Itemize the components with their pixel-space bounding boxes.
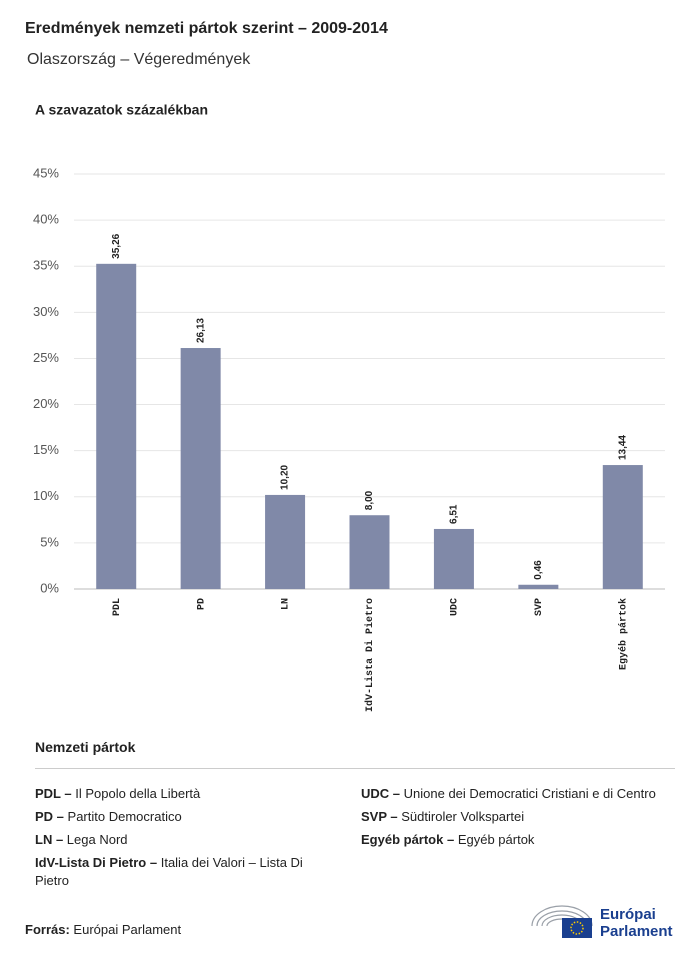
legend-name: Egyéb pártok (457, 832, 535, 847)
source-value: Európai Parlament (73, 922, 182, 937)
x-tick-label: UDC (450, 598, 461, 616)
bar (602, 465, 643, 589)
logo-text: Európai (600, 906, 656, 923)
legend-item: SVP – Südtiroler Volkspartei (361, 808, 691, 826)
legend-item: PD – Partito Democratico (35, 808, 335, 826)
legend-item: UDC – Unione dei Democratici Cristiani e… (361, 785, 691, 803)
x-tick-label: Egyéb pártok (617, 598, 629, 670)
bar (349, 515, 390, 589)
legend-abbr: UDC – (361, 786, 401, 801)
legend-abbr: SVP – (361, 809, 398, 824)
logo-stars (570, 921, 584, 935)
legend-name: Unione dei Democratici Cristiani e di Ce… (403, 786, 656, 801)
source-label: Forrás: (25, 922, 70, 937)
logo-flag (562, 918, 592, 938)
legend-abbr: IdV-Lista Di Pietro – (35, 855, 158, 870)
bar (180, 348, 221, 589)
bar (96, 263, 137, 589)
y-tick-label: 20% (33, 396, 59, 411)
legend-abbr: PD – (35, 809, 64, 824)
value-label: 8,00 (364, 490, 375, 510)
value-label: 13,44 (617, 435, 628, 460)
y-tick-label: 25% (33, 350, 59, 365)
x-tick-label: LN (281, 598, 292, 610)
legend-abbr: PDL – (35, 786, 72, 801)
legend-item: IdV-Lista Di Pietro – Italia dei Valori … (35, 854, 335, 890)
chart: Eredmények nemzeti pártok szerint – 2009… (25, 20, 665, 712)
legend-item: Egyéb pártok – Egyéb pártok (361, 831, 691, 849)
legend-name: Partito Democratico (67, 809, 182, 824)
y-axis-title: A szavazatok százalékban (35, 102, 208, 118)
y-tick-label: 10% (33, 488, 59, 503)
value-label: 26,13 (195, 318, 206, 343)
chart-subtitle: Olaszország – Végeredmények (27, 51, 251, 68)
legend-abbr: LN – (35, 832, 64, 847)
legend-divider (35, 768, 675, 769)
y-tick-label: 35% (33, 258, 59, 273)
legend-abbr: Egyéb pártok – (361, 832, 455, 847)
bar (433, 528, 474, 589)
value-label: 10,20 (280, 464, 291, 489)
value-label: 35,26 (111, 233, 122, 258)
legend-item: LN – Lega Nord (35, 831, 335, 849)
y-tick-label: 15% (33, 442, 59, 457)
legend-name: Südtiroler Volkspartei (401, 809, 525, 824)
x-tick-label: SVP (534, 598, 545, 616)
legend-name: Lega Nord (66, 832, 128, 847)
value-label: 0,46 (533, 560, 544, 580)
legend-item: PDL – Il Popolo della Libertà (35, 785, 335, 803)
x-tick-label: PD (196, 598, 207, 610)
legend-heading: Nemzeti pártok (35, 739, 136, 755)
logo: Európai Parlament (531, 905, 673, 940)
legend-name: Il Popolo della Libertà (75, 786, 201, 801)
logo-text: Parlament (600, 923, 673, 940)
legend-name: Italia dei Valori – Lista Di Pietro (35, 855, 303, 888)
y-tick-label: 0% (40, 580, 59, 595)
y-tick-label: 45% (33, 165, 59, 180)
source: Forrás: Európai Parlament (25, 922, 181, 937)
y-tick-label: 5% (40, 534, 59, 549)
value-label: 6,51 (449, 504, 460, 524)
y-tick-label: 40% (33, 212, 59, 227)
x-tick-label: PDL (112, 598, 123, 616)
bar (265, 494, 306, 589)
chart-title: Eredmények nemzeti pártok szerint – 2009… (25, 20, 388, 37)
y-tick-label: 30% (33, 304, 59, 319)
bar (518, 584, 559, 589)
x-tick-label: IdV-Lista Di Pietro (364, 598, 376, 712)
